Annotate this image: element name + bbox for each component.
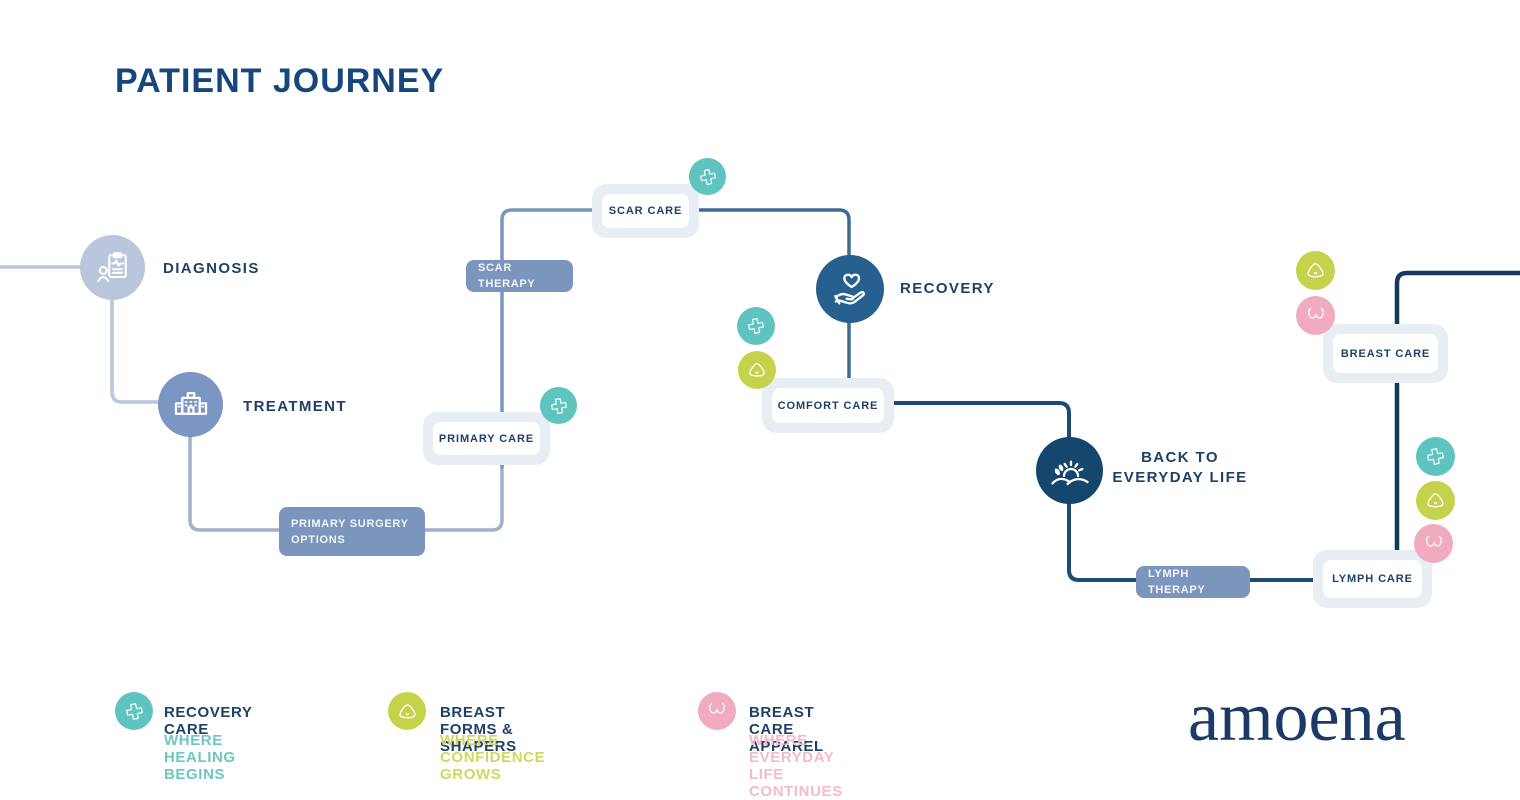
legend-title: BREAST CARE APPAREL — [749, 704, 824, 755]
connector-treatment-surgery-primarycare — [188, 435, 504, 532]
breast-care-label: BREAST CARE — [1333, 334, 1438, 373]
legend-breast-forms-badge — [388, 692, 426, 730]
legend-subtitle: WHERE CONFIDENCE GROWS — [440, 732, 546, 783]
legend-subtitle: WHERE HEALING BEGINS — [164, 732, 236, 783]
connector-entry-diagnosis-treatment — [0, 265, 163, 404]
recovery-care-badge — [737, 307, 775, 345]
comfort-care-card: COMFORT CARE — [762, 378, 894, 433]
bra-icon — [1425, 535, 1442, 547]
breast-form-icon — [1307, 263, 1324, 278]
primary-care-label: PRIMARY CARE — [433, 422, 540, 455]
bra-icon — [1307, 307, 1324, 319]
lymph-care-label: LYMPH CARE — [1323, 560, 1422, 598]
comfort-care-label: COMFORT CARE — [772, 388, 884, 423]
plus-icon — [550, 397, 567, 414]
breast-forms-badge — [1416, 481, 1455, 520]
lymph-therapy-label: LYMPH THERAPY — [1148, 568, 1206, 596]
recovery-label: RECOVERY — [900, 280, 995, 297]
scar-therapy-box: SCAR THERAPY — [466, 260, 573, 292]
breast-care-card: BREAST CARE — [1323, 324, 1448, 383]
primary-care-card: PRIMARY CARE — [423, 412, 550, 465]
btel-line1: BACK TO — [1141, 449, 1219, 466]
primary-surgery-options-line2: OPTIONS — [291, 533, 346, 546]
connector-lymphcare-breastcare-exit — [1394, 270, 1520, 554]
legend-title: BREAST FORMS & SHAPERS — [440, 704, 517, 755]
breast-apparel-badge — [1414, 524, 1453, 563]
legend-subtitle: WHERE EVERYDAY LIFE CONTINUES — [749, 732, 843, 800]
diagnosis-label: DIAGNOSIS — [163, 260, 260, 277]
plus-icon — [1427, 448, 1444, 465]
legend-title: RECOVERY CARE — [164, 704, 253, 738]
scar-care-label: SCAR CARE — [602, 194, 689, 228]
breast-form-icon — [749, 362, 765, 377]
breast-forms-badge — [738, 351, 776, 389]
treatment-label: TREATMENT — [243, 398, 347, 415]
breast-forms-badge — [1296, 251, 1335, 290]
recovery-care-badge — [1416, 437, 1455, 476]
lymph-care-card: LYMPH CARE — [1313, 550, 1432, 608]
primary-surgery-options-line1: PRIMARY SURGERY — [291, 517, 409, 530]
bra-icon — [709, 702, 725, 714]
back-to-everyday-life-label: BACK TO EVERYDAY LIFE — [1100, 448, 1260, 488]
hand-heart-icon — [834, 273, 865, 305]
breast-apparel-badge — [1296, 296, 1335, 335]
sunrise-landscape-icon — [1050, 460, 1089, 485]
treatment-node — [158, 372, 223, 437]
primary-surgery-options-box: PRIMARY SURGERY OPTIONS — [279, 507, 425, 556]
recovery-node — [816, 255, 884, 323]
scar-therapy-label: SCAR THERAPY — [478, 262, 536, 290]
back-to-everyday-life-node — [1036, 437, 1103, 504]
connector-primarycare-scartherapy-scarcare — [500, 208, 602, 469]
plus-icon — [125, 702, 143, 720]
hospital-icon — [174, 391, 207, 415]
scar-care-card: SCAR CARE — [592, 184, 699, 238]
page-title: PATIENT JOURNEY — [115, 62, 445, 100]
diagnosis-icon — [96, 251, 127, 282]
breast-form-icon — [1427, 493, 1444, 508]
plus-icon — [748, 318, 764, 334]
recovery-care-badge — [540, 387, 577, 424]
breast-form-icon — [398, 703, 416, 718]
connector-comfortcare-btel-lymphcare — [891, 401, 1316, 582]
amoena-logo: amoena — [1188, 679, 1406, 756]
lymph-therapy-box: LYMPH THERAPY — [1136, 566, 1250, 598]
recovery-care-badge — [689, 158, 726, 195]
legend-breast-apparel-badge — [698, 692, 736, 730]
connector-scarcare-recovery-comfortcare — [688, 208, 851, 382]
legend-recovery-care-badge — [115, 692, 153, 730]
plus-icon — [699, 168, 716, 185]
diagnosis-node — [80, 235, 145, 300]
btel-line2: EVERYDAY LIFE — [1112, 469, 1248, 486]
